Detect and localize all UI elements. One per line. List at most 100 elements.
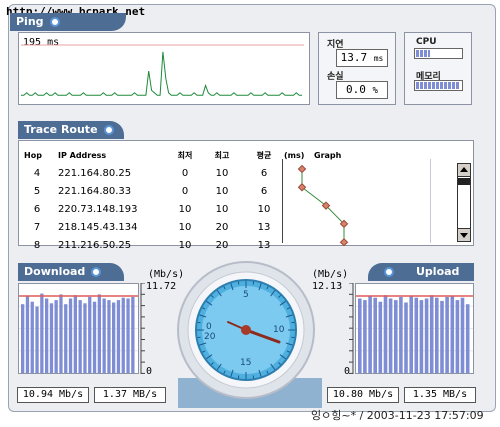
info-icon[interactable] <box>384 267 394 277</box>
info-icon[interactable] <box>49 17 60 27</box>
trace-max: 20 <box>215 221 229 233</box>
bar <box>394 300 398 373</box>
col-hop: Hop <box>24 150 42 160</box>
gauge-label-15: 15 <box>240 358 252 368</box>
trace-avg: 6 <box>260 167 268 179</box>
upload-header: Upload <box>368 263 474 281</box>
upload-rate-MBps: 1.35 MB/s <box>404 387 476 403</box>
trace-graph-point <box>297 183 307 192</box>
latency-label: 지연 <box>327 40 344 50</box>
trace-scrollbar[interactable] <box>457 163 471 242</box>
bar <box>378 301 383 373</box>
col-avg: 평균 <box>256 150 272 160</box>
trace-hop: 7 <box>33 221 41 233</box>
ping-header-label: Ping <box>16 15 44 28</box>
bar <box>25 296 30 373</box>
latency-value: 13.7 <box>340 51 368 64</box>
upload-header-label: Upload <box>416 265 460 278</box>
bar <box>445 296 449 373</box>
trace-max: 10 <box>215 167 229 179</box>
download-max: 11.72 <box>146 281 177 292</box>
info-icon[interactable] <box>103 125 114 135</box>
bar <box>414 297 419 373</box>
memory-label: 메모리 <box>416 72 441 82</box>
gauge-label-5: 5 <box>243 290 249 300</box>
loss-label: 손실 <box>327 72 344 82</box>
cpu-label: CPU <box>416 37 437 47</box>
ping-series <box>21 51 302 96</box>
scroll-down-icon[interactable] <box>458 228 470 241</box>
upload-chart <box>355 283 474 374</box>
table-row[interactable]: 6 220.73.148.193 10 10 10 <box>24 200 384 218</box>
trace-hop: 5 <box>33 185 41 197</box>
upload-unit: (Mb/s) <box>312 269 349 280</box>
trace-table: Hop IP Address 최저 최고 평균 (ms) Graph 4 221.… <box>24 146 384 254</box>
bar <box>450 296 455 373</box>
bar <box>21 304 25 373</box>
trace-min: 10 <box>178 221 192 233</box>
trace-hop: 8 <box>33 239 41 251</box>
trace-min: 0 <box>181 185 189 197</box>
col-min: 최저 <box>177 150 193 160</box>
ping-unit: ms <box>47 37 60 48</box>
bar <box>59 294 63 373</box>
trace-header-row: Hop IP Address 최저 최고 평균 (ms) Graph <box>24 146 384 164</box>
scroll-up-icon[interactable] <box>458 164 470 177</box>
trace-graph-point <box>321 201 331 210</box>
trace-graph-axis <box>282 159 283 243</box>
table-row[interactable]: 8 211.216.50.25 10 20 13 <box>24 236 384 254</box>
bar <box>126 298 130 373</box>
table-row[interactable]: 7 218.145.43.134 10 20 13 <box>24 218 384 236</box>
bar <box>409 296 413 373</box>
table-row[interactable]: 5 221.164.80.33 0 10 6 <box>24 182 384 200</box>
bar <box>97 294 101 373</box>
bar <box>419 300 424 373</box>
download-rate-mbps: 10.94 Mb/s <box>17 387 89 403</box>
footer-text: 잉ㅇ힝~* / 2003-11-23 17:57:09 <box>311 409 484 422</box>
bar <box>73 295 77 373</box>
bar <box>35 306 39 373</box>
latency-unit: ms <box>373 54 384 63</box>
bar <box>424 298 429 373</box>
trace-ip: 221.164.80.33 <box>58 185 132 197</box>
trace-avg: 6 <box>260 185 268 197</box>
table-row[interactable]: 4 221.164.80.25 0 10 6 <box>24 164 384 182</box>
trace-min: 10 <box>178 203 192 215</box>
trace-ip: 218.145.43.134 <box>58 221 138 233</box>
ping-graph: 195 ms <box>18 32 310 105</box>
trace-min: 0 <box>181 167 189 179</box>
trace-max: 20 <box>215 239 229 251</box>
trace-max: 10 <box>215 185 229 197</box>
cpu-meter-fill <box>416 50 430 57</box>
bar <box>116 300 121 373</box>
bar <box>102 298 106 373</box>
download-scale <box>140 283 145 374</box>
memory-meter-fill <box>416 82 459 89</box>
trace-graph-divider <box>430 159 431 243</box>
trace-min: 10 <box>178 239 192 251</box>
trace-graph-point <box>339 219 349 229</box>
bar <box>388 298 393 373</box>
trace-hop: 6 <box>33 203 41 215</box>
bar <box>460 297 465 373</box>
gauge-label-20: 20 <box>204 332 216 342</box>
trace-header-label: Trace Route <box>24 123 98 136</box>
upload-zero: 0 <box>344 366 351 377</box>
system-panel <box>404 32 472 105</box>
bar <box>358 298 362 373</box>
upload-scale <box>349 283 354 374</box>
info-icon[interactable] <box>91 267 102 277</box>
bar <box>83 303 87 373</box>
scroll-thumb[interactable] <box>458 178 470 185</box>
trace-avg: 13 <box>257 221 271 233</box>
bar <box>404 302 408 373</box>
bar <box>78 300 82 373</box>
loss-display: 0.0 % <box>336 81 388 99</box>
bar <box>435 297 439 373</box>
bar <box>429 295 434 373</box>
bar <box>131 296 135 373</box>
ping-line-chart <box>21 44 304 96</box>
bar <box>54 300 58 373</box>
bar <box>92 301 97 373</box>
bar <box>383 295 388 373</box>
